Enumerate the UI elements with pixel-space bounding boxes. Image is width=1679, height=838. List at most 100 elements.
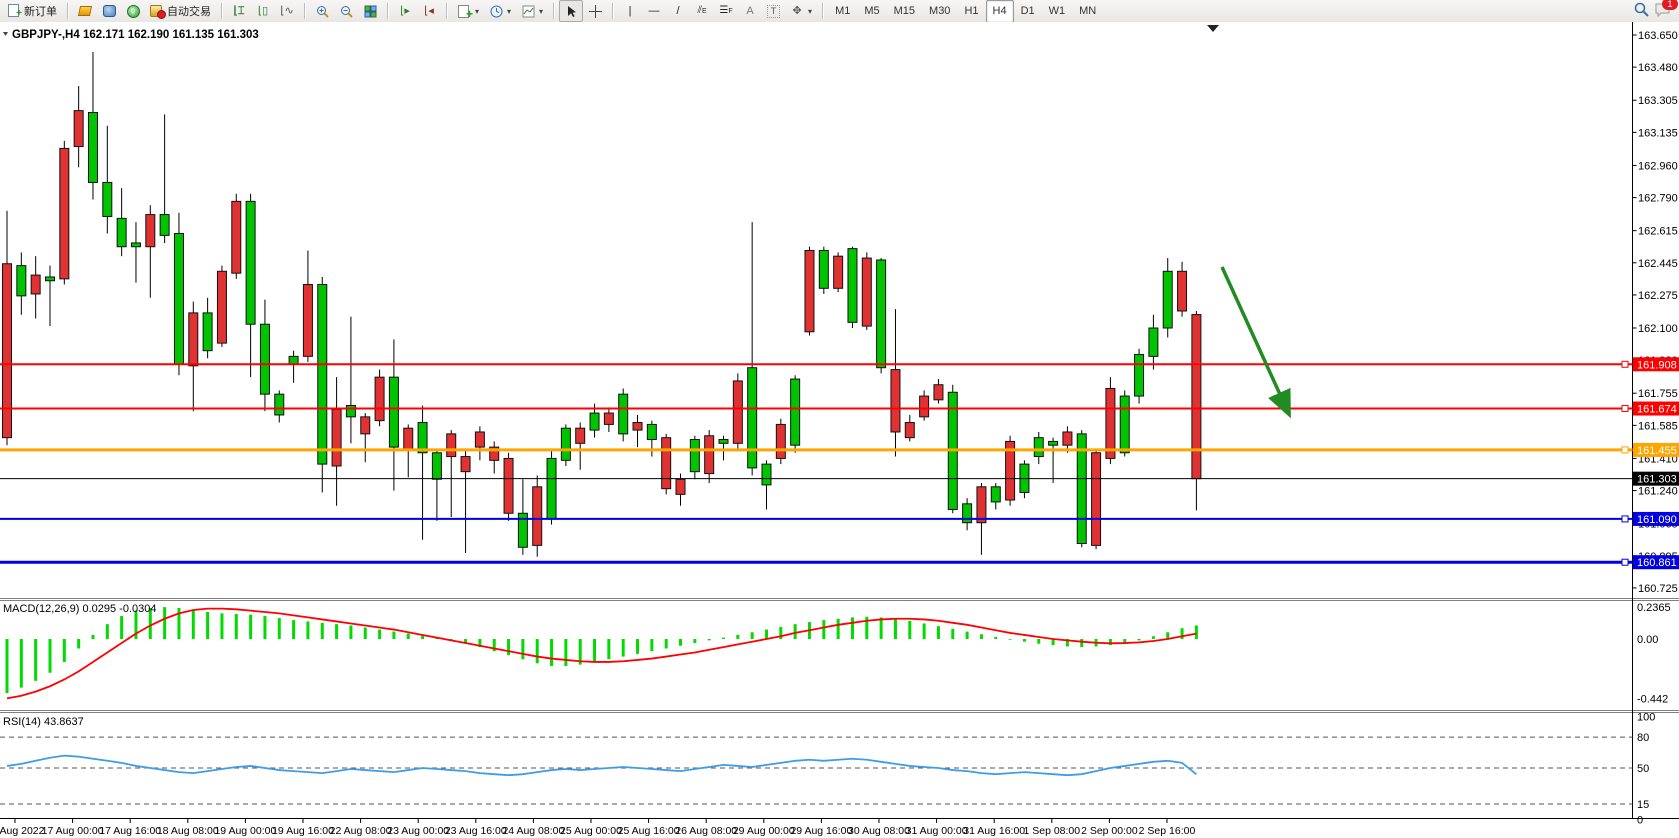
trendline-tool-button[interactable]: /: [666, 0, 690, 22]
candle-body: [1005, 440, 1016, 501]
text-label-icon: T: [767, 4, 781, 18]
macd-indicator-label: MACD(12,26,9) 0.0295 -0.0304: [3, 603, 156, 615]
candle-body: [1191, 314, 1202, 480]
price-tick-label: 162.445: [1638, 258, 1678, 270]
rsi-scale-label: 0: [1637, 815, 1643, 827]
time-tick-label: 22 Aug 08:00: [330, 825, 392, 837]
level-line-anchor: [1621, 405, 1629, 413]
notifications-button[interactable]: 1: [1655, 0, 1678, 20]
time-tick-label: 23 Aug 16:00: [445, 825, 507, 837]
timeframe-button-D1[interactable]: D1: [1020, 5, 1035, 17]
symbol-ohlc-label: GBPJPY-,H4 162.171 162.190 161.135 161.3…: [12, 29, 259, 41]
chart-window[interactable]: 163.650 163.480 163.305 163.135 162.960 162.7…: [0, 22, 1679, 838]
candle-body: [1076, 433, 1087, 545]
rsi-scale-label: 15: [1637, 799, 1649, 811]
search-icon[interactable]: [1634, 2, 1649, 20]
indicators-add-icon: +: [457, 4, 473, 20]
toolbar-separator: [304, 3, 305, 19]
time-tick-label: 2 Sep 16:00: [1139, 825, 1196, 837]
candle-body: [1162, 270, 1173, 329]
time-tick-label: 29 Aug 00:00: [733, 825, 795, 837]
candle-body: [474, 431, 485, 448]
zoom-in-button[interactable]: [310, 0, 334, 22]
candlestick-chart-button[interactable]: ⌊▯: [251, 0, 275, 22]
timeframe-button-H1[interactable]: H1: [964, 5, 979, 17]
timeframe-button-H4[interactable]: H4: [985, 0, 1014, 23]
candle-body: [661, 437, 672, 490]
symbol-dropdown-icon[interactable]: [3, 32, 8, 36]
autotrade-icon: [150, 4, 166, 19]
candle-body: [560, 427, 571, 461]
level-line-anchor: [1621, 558, 1629, 566]
toolbar-separator: [446, 3, 447, 19]
candle-body: [288, 355, 299, 365]
fibonacci-tool-button[interactable]: ☰ F: [714, 0, 738, 22]
text-tool-button[interactable]: A: [738, 0, 762, 22]
candle-body: [804, 250, 815, 333]
chart-canvas[interactable]: 163.650 163.480 163.305 163.135 162.960 162.7…: [0, 22, 1679, 838]
new-order-icon: +: [7, 4, 22, 19]
label-tool-button[interactable]: T: [762, 0, 785, 22]
candle-body: [618, 393, 629, 435]
price-badge: [1633, 357, 1679, 372]
new-order-button[interactable]: + 新订单: [2, 0, 62, 22]
candle-body: [718, 439, 729, 444]
candle-body: [546, 457, 557, 520]
auto-scroll-button[interactable]: ⌊▸: [393, 0, 417, 22]
tile-windows-button[interactable]: [358, 0, 382, 22]
bar-chart-button[interactable]: ⌊⌶: [227, 0, 251, 22]
candle-body: [976, 486, 987, 524]
time-tick-label: 30 Aug 08:00: [848, 825, 910, 837]
autotrade-button[interactable]: 自动交易: [145, 0, 216, 22]
horizontal-line-icon: —: [648, 4, 660, 17]
templates-button[interactable]: ▾: [516, 0, 548, 22]
signals-button[interactable]: ϙ: [121, 0, 145, 22]
candle-body: [302, 284, 313, 357]
price-badge-label: 160.861: [1637, 557, 1677, 569]
trend-arrow-annotation[interactable]: [1220, 266, 1291, 419]
time-tick-label: 31 Aug 16:00: [963, 825, 1025, 837]
cursor-tool-button[interactable]: [559, 0, 584, 22]
candle-body: [231, 200, 242, 274]
metaeditor-button[interactable]: [97, 0, 121, 22]
candle-body: [990, 486, 1001, 503]
price-badge-label: 161.090: [1637, 514, 1677, 526]
zoom-out-button[interactable]: [334, 0, 358, 22]
candle-body: [818, 250, 829, 289]
candle-body: [30, 274, 41, 295]
candle-body: [173, 232, 184, 365]
shapes-tool-button[interactable]: ✥ ▾: [785, 0, 817, 22]
candle-body: [747, 367, 758, 469]
timeframe-button-M15[interactable]: M15: [893, 5, 916, 17]
hline-tool-button[interactable]: —: [642, 0, 666, 22]
timeframe-button-W1[interactable]: W1: [1048, 5, 1066, 17]
price-badge-label: 161.674: [1637, 404, 1677, 416]
timeframe-button-M1[interactable]: M1: [835, 5, 851, 17]
toolbar-separator: [612, 3, 614, 19]
chart-shift-button[interactable]: ⌊◂: [417, 0, 441, 22]
time-tick-label: 17 Aug 00:00: [42, 825, 104, 837]
candle-body: [259, 323, 270, 395]
timeframe-button-M5[interactable]: M5: [864, 5, 880, 17]
timeframe-button-MN[interactable]: MN: [1079, 5, 1097, 17]
periods-button[interactable]: ▾: [484, 0, 516, 22]
price-tick-label: 163.305: [1638, 95, 1678, 107]
chart-shift-marker[interactable]: [1207, 25, 1219, 32]
price-tick-label: 163.135: [1638, 127, 1678, 139]
time-tick-label: 18 Aug 08:00: [157, 825, 219, 837]
crosshair-tool-button[interactable]: [583, 0, 607, 22]
candle-body: [1091, 452, 1102, 546]
toolbar-separator: [221, 3, 222, 19]
time-tick-label: 2 Sep 00:00: [1081, 825, 1138, 837]
candle-body: [689, 439, 700, 473]
candle-body: [216, 270, 227, 344]
candle-body: [603, 412, 614, 425]
autotrade-label: 自动交易: [167, 6, 211, 18]
line-chart-button[interactable]: ⌊∿: [275, 0, 299, 22]
indicators-button[interactable]: + ▾: [452, 0, 484, 22]
timeframe-button-M30[interactable]: M30: [929, 5, 951, 17]
styles-button[interactable]: [73, 0, 97, 22]
price-tick-label: 161.755: [1638, 388, 1678, 400]
vline-tool-button[interactable]: |: [618, 0, 642, 22]
channel-tool-button[interactable]: ⫽ E: [690, 0, 714, 22]
